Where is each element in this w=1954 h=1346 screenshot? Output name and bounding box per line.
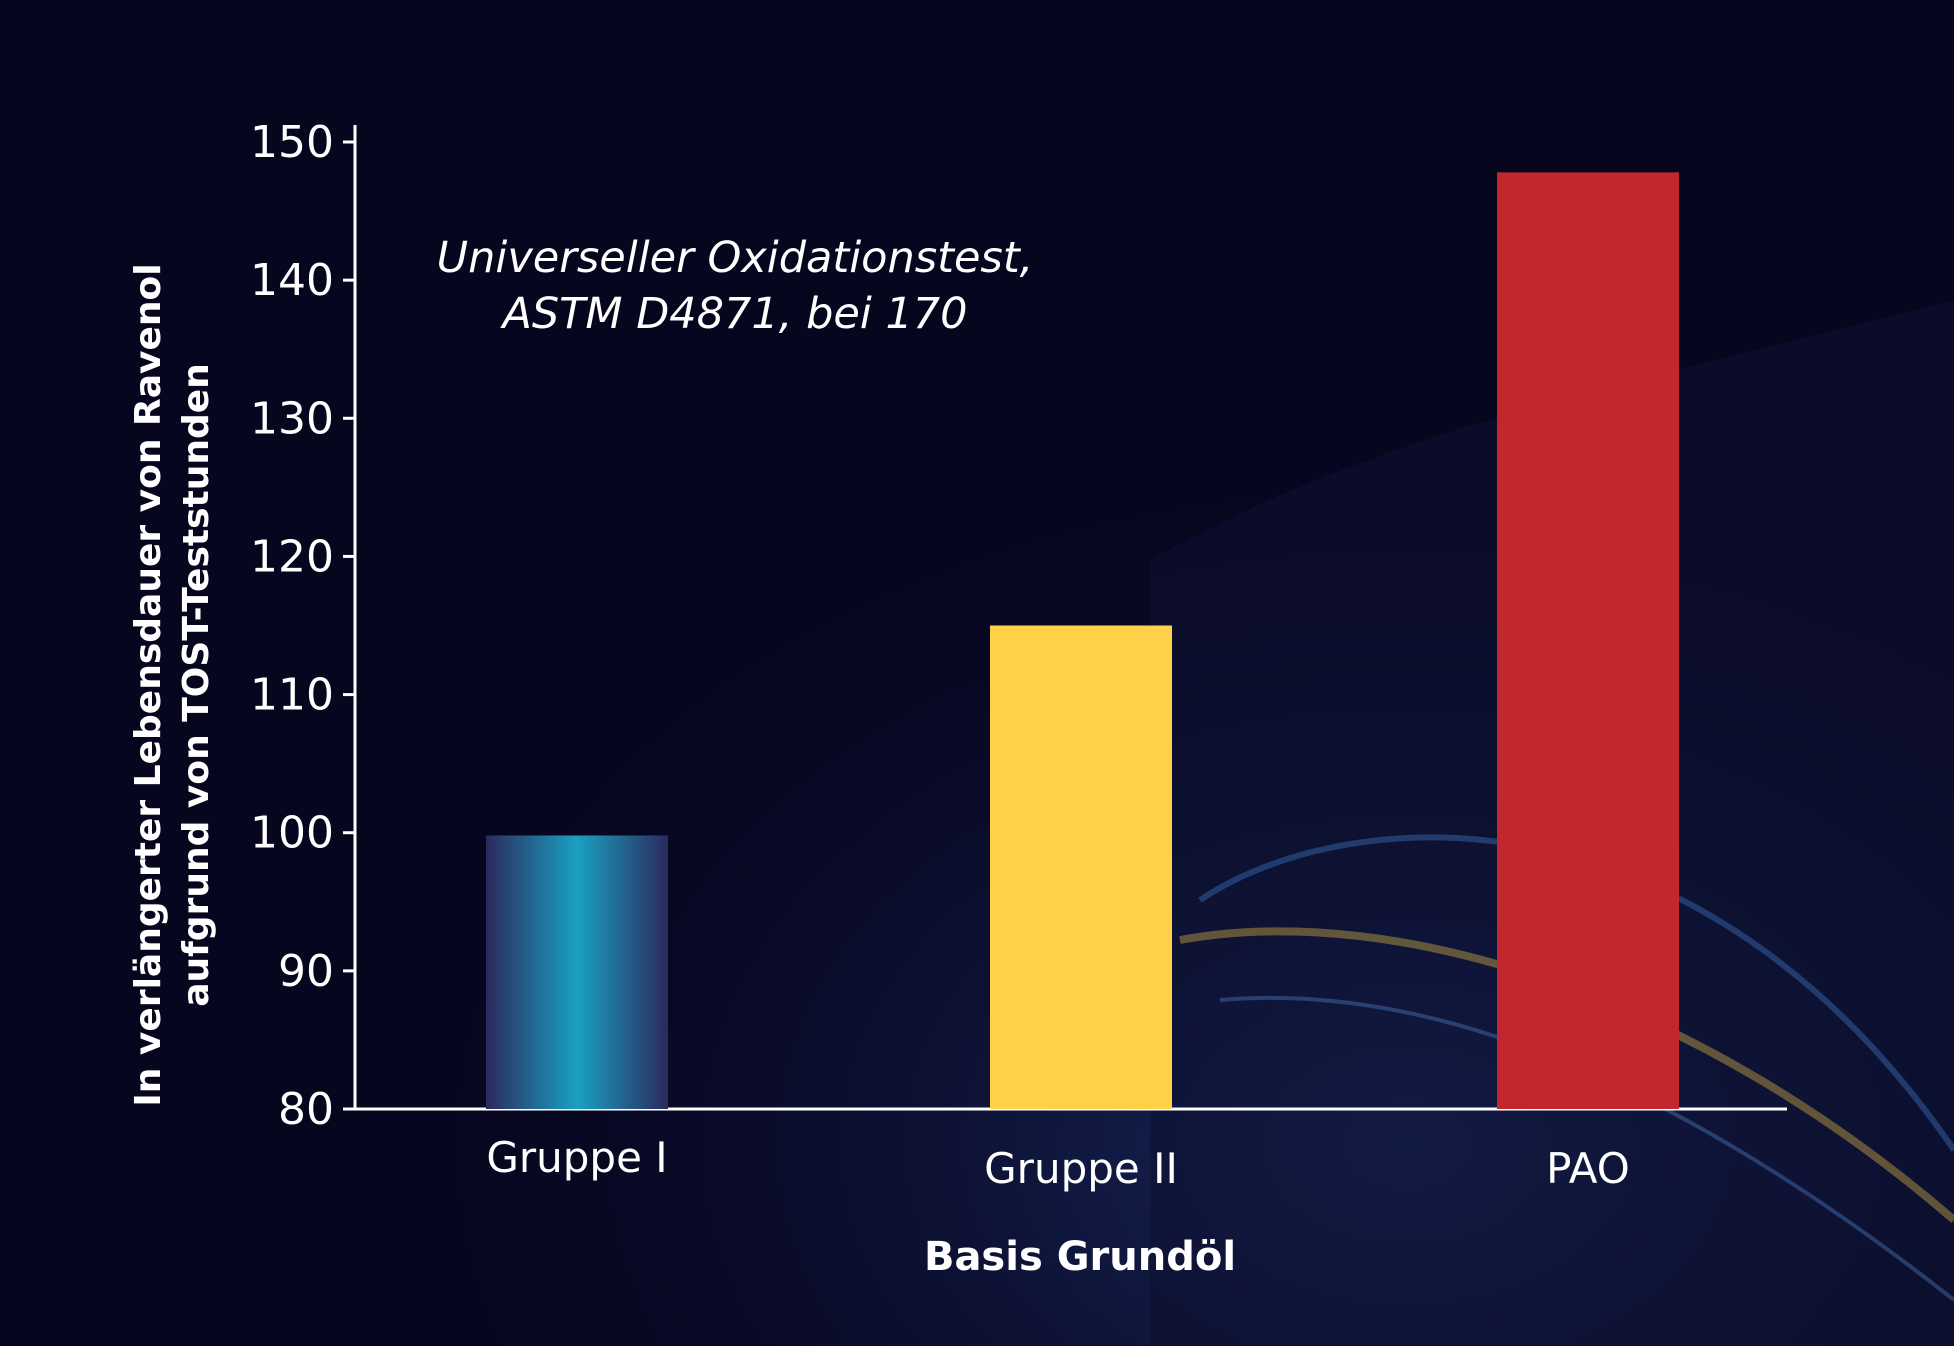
x-tick-label: Gruppe II [984,1144,1178,1193]
x-tick-label: Gruppe I [486,1133,667,1182]
y-tick-label: 150 [250,117,334,168]
y-axis-label-line-1: In verlängerter Lebensdauer von Ravenol [128,263,169,1106]
y-tick-label: 80 [278,1084,334,1135]
y-tick-label: 90 [278,946,334,997]
bar-pao [1497,172,1679,1110]
bar-gruppe-i [486,835,668,1109]
y-tick-label: 100 [250,808,334,859]
bar-gruppe-ii [990,625,1172,1109]
y-axis-label-line-2: aufgrund von TOST-Teststunden [176,363,217,1007]
annotation-line-2: ASTM D4871, bei 170 [499,289,967,339]
y-ticks: 80 90 100 110 120 130 140 150 [250,117,355,1135]
y-tick-label: 140 [250,255,334,306]
y-tick-label: 110 [250,670,334,721]
x-axis-label: Basis Grundöl [924,1234,1236,1280]
bars [486,172,1679,1110]
y-tick-label: 120 [250,531,334,582]
x-ticks: Gruppe I Gruppe II PAO [486,1133,1630,1193]
annotation-line-1: Universeller Oxidationstest, [437,233,1034,283]
y-tick-label: 130 [250,393,334,444]
x-tick-label: PAO [1546,1144,1630,1193]
